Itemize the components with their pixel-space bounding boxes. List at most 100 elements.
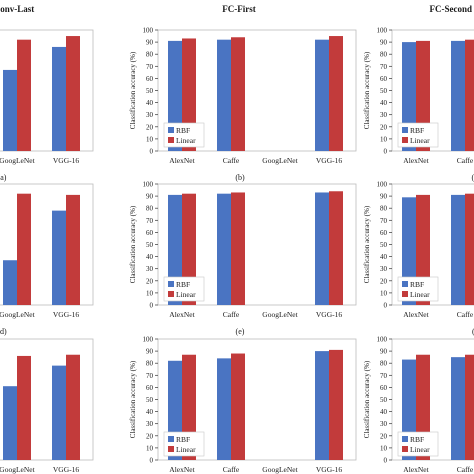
y-tick-label: 40 (380, 253, 388, 261)
legend-label-linear: Linear (176, 445, 196, 454)
y-tick-label: 80 (146, 205, 154, 213)
panel-b: 0 10 20 30 40 50 60 70 80 90 100 Classification acc… (129, 27, 357, 182)
x-tick-label: VGG-16 (53, 310, 79, 319)
y-tick-label: 70 (146, 372, 154, 380)
y-tick-label: 60 (380, 75, 388, 83)
y-tick-label: 40 (146, 408, 154, 416)
y-tick-label: 30 (380, 111, 388, 119)
y-tick-label: 100 (143, 27, 154, 35)
y-tick-label: 0 (150, 302, 154, 310)
y-tick-label: 0 (384, 302, 388, 310)
y-tick-label: 90 (146, 193, 154, 201)
bar-rbf (52, 365, 66, 460)
y-tick-label: 80 (146, 51, 154, 59)
y-tick-label: 50 (146, 396, 154, 404)
bar-rbf (315, 351, 329, 460)
panel-label: (f) (472, 327, 474, 336)
y-tick-label: 40 (380, 99, 388, 107)
y-tick-label: 60 (146, 229, 154, 237)
x-tick-label: AlexNet (403, 465, 429, 474)
y-tick-label: 10 (380, 444, 388, 452)
x-tick-label: Caffe (457, 465, 474, 474)
bar-linear (17, 39, 31, 151)
y-tick-label: 0 (150, 457, 154, 465)
legend-swatch-rbf (168, 281, 174, 287)
y-tick-label: 20 (380, 123, 388, 131)
y-tick-label: 70 (380, 63, 388, 71)
y-tick-label: 0 (150, 148, 154, 156)
y-tick-label: 20 (380, 277, 388, 285)
y-axis-title: Classification accuracy (%) (363, 360, 371, 438)
plot-frame (0, 183, 94, 306)
column-header-fc-first: FC-First (222, 4, 256, 14)
plot-frame (0, 29, 94, 152)
y-tick-label: 50 (146, 87, 154, 95)
panel-label: (d) (0, 327, 7, 336)
y-tick-label: 30 (146, 265, 154, 273)
y-tick-label: 90 (380, 193, 388, 201)
y-tick-label: 10 (380, 135, 388, 143)
y-tick-label: 80 (146, 360, 154, 368)
y-tick-label: 30 (146, 111, 154, 119)
x-tick-label: AlexNet (169, 156, 195, 165)
y-tick-label: 70 (380, 372, 388, 380)
x-tick-label: VGG-16 (316, 156, 342, 165)
x-tick-label: AlexNet (403, 156, 429, 165)
bar-rbf (315, 192, 329, 305)
x-tick-label: AlexNet (169, 465, 195, 474)
bar-linear (329, 36, 343, 151)
panel-label: (a) (0, 173, 7, 182)
y-axis-title: Classification accuracy (%) (129, 360, 137, 438)
bar-linear (66, 36, 80, 151)
y-tick-label: 90 (380, 39, 388, 47)
y-tick-label: 60 (146, 75, 154, 83)
x-tick-label: VGG-16 (316, 465, 342, 474)
panel-c: 0 10 20 30 40 50 60 70 80 90 100 Classification acc… (363, 27, 474, 182)
bar-rbf (52, 210, 66, 305)
y-tick-label: 100 (377, 27, 388, 35)
bar-rbf (315, 39, 329, 151)
y-tick-label: 50 (380, 241, 388, 249)
y-tick-label: 100 (377, 336, 388, 344)
bar-rbf (451, 40, 465, 151)
legend-label-linear: Linear (176, 290, 196, 299)
y-tick-label: 90 (380, 348, 388, 356)
panel-label: (c) (472, 173, 474, 182)
y-tick-label: 40 (146, 99, 154, 107)
y-tick-label: 60 (380, 229, 388, 237)
y-tick-label: 20 (380, 432, 388, 440)
y-tick-label: 10 (380, 289, 388, 297)
y-tick-label: 40 (146, 253, 154, 261)
legend-label-rbf: RBF (176, 435, 190, 444)
y-tick-label: 90 (146, 348, 154, 356)
y-tick-label: 60 (146, 384, 154, 392)
legend-label-rbf: RBF (410, 126, 424, 135)
y-tick-label: 30 (380, 265, 388, 273)
x-tick-label: GoogLeNet (262, 310, 298, 319)
x-tick-label: GoogLeNet (262, 465, 298, 474)
bar-linear (66, 194, 80, 305)
y-tick-label: 50 (380, 87, 388, 95)
bar-linear (17, 355, 31, 460)
y-axis-title: Classification accuracy (%) (129, 205, 137, 283)
x-tick-label: AlexNet (169, 310, 195, 319)
legend-swatch-rbf (402, 281, 408, 287)
panel-e: 0 10 20 30 40 50 60 70 80 90 100 Classification acc… (129, 181, 357, 336)
bar-linear (231, 37, 245, 152)
panel-h: 0 10 20 30 40 50 60 70 80 90 100 Classification acc… (129, 336, 357, 474)
bar-linear (66, 354, 80, 460)
y-tick-label: 90 (146, 39, 154, 47)
y-tick-label: 10 (146, 444, 154, 452)
y-tick-label: 80 (380, 360, 388, 368)
panel-label: (b) (235, 173, 245, 182)
bar-rbf (451, 357, 465, 460)
x-tick-label: Caffe (223, 465, 240, 474)
legend-label-linear: Linear (410, 290, 430, 299)
x-tick-label: Caffe (223, 156, 240, 165)
x-tick-label: GoogLeNet (0, 310, 36, 319)
y-tick-label: 60 (380, 384, 388, 392)
